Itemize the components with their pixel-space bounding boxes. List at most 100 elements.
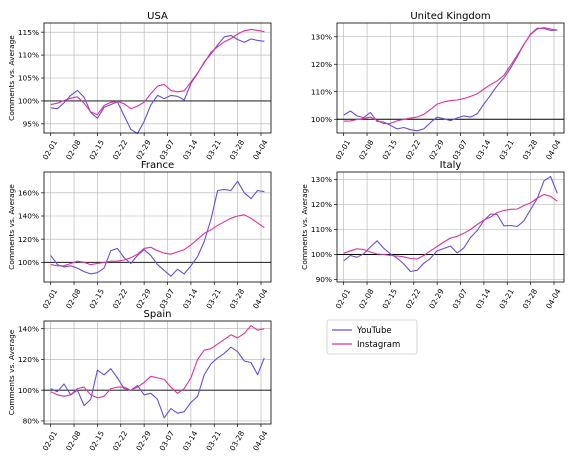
panel-title: Italy [440,160,462,171]
x-tick-label: 02-08 [64,429,83,452]
panel-united-kingdom: 02-01 02-08 02-15 02-22 02-29 03-07 03-14 03-21… [311,11,565,161]
y-tick-label: 140% [18,212,39,221]
series-line-instagram [343,27,558,125]
chart-panels: 02-01 02-08 02-15 02-22 02-29 03-07 03-14 03-21… [7,11,565,452]
x-tick-label: 03-21 [204,287,223,310]
series-line-youtube [343,175,558,273]
y-tick-label: 160% [18,188,39,197]
y-tick-label: 120% [18,235,39,244]
x-tick-label: 03-21 [497,287,516,310]
y-tick-label: 110% [311,225,332,234]
x-tick-label: 03-28 [521,287,540,310]
y-tick-label: 130% [311,175,332,184]
series-line-instagram [50,325,265,399]
y-tick-label: 100% [18,97,39,106]
panel-france: 02-01 02-08 02-15 02-22 02-29 03-07 03-14 03-21… [7,160,272,310]
x-tick-label: 02-15 [87,138,106,161]
x-tick-label: 03-14 [181,429,200,452]
x-tick-label: 03-07 [158,138,177,161]
x-tick-label: 02-29 [134,287,153,310]
legend: YouTube Instagram [326,319,418,355]
y-axis-label: Comments vs. Average [7,184,16,270]
x-tick-label: 02-29 [134,138,153,161]
x-tick-label: 02-22 [111,138,130,161]
x-tick-label: 02-22 [111,287,130,310]
x-tick-label: 04-04 [544,287,563,310]
legend-label-instagram: Instagram [357,340,400,350]
series-line-youtube [50,346,265,419]
x-tick-label: 02-08 [357,138,376,161]
x-tick-label: 02-29 [134,429,153,452]
x-tick-label: 03-21 [204,429,223,452]
x-tick-label: 03-14 [474,287,493,310]
legend-label-youtube: YouTube [356,326,392,336]
y-tick-label: 120% [311,200,332,209]
x-tick-label: 02-22 [404,138,423,161]
x-tick-label: 04-04 [251,287,270,310]
y-tick-label: 110% [311,87,332,96]
panel-usa: 02-01 02-08 02-15 02-22 02-29 03-07 03-14 03-21… [7,11,272,161]
x-tick-label: 02-01 [334,138,353,161]
x-tick-label: 03-07 [451,287,470,310]
x-tick-label: 02-15 [87,429,106,452]
x-tick-label: 03-28 [521,138,540,161]
series-line-youtube [50,180,265,277]
x-tick-label: 02-22 [111,429,130,452]
x-tick-label: 02-01 [334,287,353,310]
x-tick-label: 03-28 [228,287,247,310]
x-tick-label: 04-04 [544,138,563,161]
panel-spain: 02-01 02-08 02-15 02-22 02-29 03-07 03-14 03-21… [7,309,272,452]
x-tick-label: 03-14 [474,138,493,161]
y-tick-label: 120% [18,355,39,364]
series-line-instagram [343,193,558,260]
panel-title: USA [147,11,168,22]
x-tick-label: 02-01 [41,138,60,161]
x-tick-label: 04-04 [251,138,270,161]
x-tick-label: 03-21 [204,138,223,161]
y-tick-label: 90% [316,275,332,284]
panel-title: Spain [144,309,172,320]
panel-title: France [141,160,174,171]
series-line-instagram [50,214,265,267]
x-tick-label: 02-15 [380,138,399,161]
x-tick-label: 02-08 [357,287,376,310]
panel-italy: 02-01 02-08 02-15 02-22 02-29 03-07 03-14 03-21… [300,160,565,310]
x-tick-label: 02-15 [87,287,106,310]
plot-area [43,320,272,425]
y-tick-label: 115% [18,28,39,37]
x-tick-label: 03-28 [228,138,247,161]
y-tick-label: 100% [18,258,39,267]
x-tick-label: 04-04 [251,429,270,452]
plot-area [336,22,565,134]
y-tick-label: 100% [311,250,332,259]
x-tick-label: 02-01 [41,287,60,310]
y-axis-label: Comments vs. Average [7,329,16,415]
panel-title: United Kingdom [410,11,490,22]
y-axis-label: Comments vs. Average [7,35,16,121]
x-tick-label: 03-14 [181,138,200,161]
x-tick-label: 02-01 [41,429,60,452]
x-tick-label: 03-28 [228,429,247,452]
y-tick-label: 100% [18,386,39,395]
y-tick-label: 95% [23,119,39,128]
plot-area [336,171,565,283]
y-tick-label: 110% [18,51,39,60]
x-tick-label: 02-08 [64,287,83,310]
y-axis-label: Comments vs. Average [300,184,309,270]
x-tick-label: 02-29 [427,287,446,310]
series-line-youtube [343,27,558,132]
y-tick-label: 130% [311,32,332,41]
y-tick-label: 105% [18,74,39,83]
x-tick-label: 02-29 [427,138,446,161]
plot-area [43,22,272,134]
x-tick-label: 02-08 [64,138,83,161]
x-tick-label: 03-07 [158,429,177,452]
legend-box [326,319,418,355]
x-tick-label: 03-07 [158,287,177,310]
series-line-instagram [50,28,265,116]
y-tick-label: 80% [23,417,39,426]
x-tick-label: 03-07 [451,138,470,161]
y-tick-label: 100% [311,115,332,124]
y-tick-label: 120% [311,60,332,69]
